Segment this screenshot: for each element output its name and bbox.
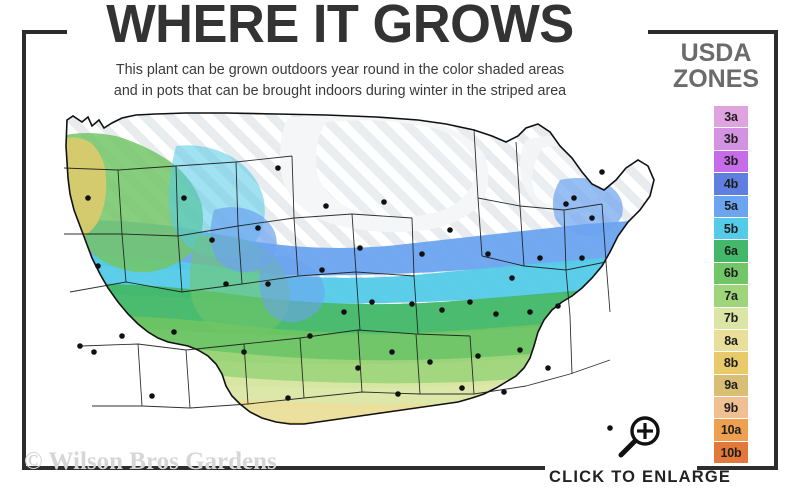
- us-outline: [65, 112, 655, 425]
- usda-zone-legend: 3a 3b 3b 4b 5a 5b 6a 6b 7a 7b 8a 8b 9a 9b 10a 10b: [714, 106, 748, 465]
- legend-swatch-4b-3: 4b: [714, 173, 748, 196]
- legend-swatch-5b-5: 5b: [714, 217, 748, 241]
- frame-border-bottom-left: [22, 466, 545, 470]
- legend-swatch-7b-9: 7b: [714, 307, 748, 330]
- frame-border-top-right: [648, 30, 778, 34]
- legend-swatch-9a-12: 9a: [714, 374, 748, 398]
- frame-border-bottom-right: [697, 466, 778, 470]
- subtitle-line-1: This plant can be grown outdoors year ro…: [115, 62, 565, 78]
- legend-swatch-9b-13: 9b: [714, 397, 748, 420]
- map-svg: [26, 106, 674, 458]
- legend-swatch-6a-6: 6a: [714, 240, 748, 263]
- legend-swatch-7a-8: 7a: [714, 285, 748, 308]
- legend-swatch-6b-7: 6b: [714, 262, 748, 286]
- magnifier-plus-icon[interactable]: [616, 414, 664, 460]
- magnifier-svg: [618, 416, 660, 458]
- city-dots: [77, 165, 613, 431]
- frame-border-right: [774, 30, 778, 470]
- click-to-enlarge-label[interactable]: CLICK TO ENLARGE: [549, 468, 732, 486]
- page-title: WHERE IT GROWS: [106, 0, 574, 54]
- usda-heading-line-2: ZONES: [672, 65, 760, 93]
- subtitle: This plant can be grown outdoors year ro…: [30, 60, 650, 101]
- legend-swatch-8a-10: 8a: [714, 329, 748, 353]
- legend-swatch-3b-1: 3b: [714, 128, 748, 151]
- legend-swatch-5a-4: 5a: [714, 195, 748, 218]
- usda-zones-heading: USDA ZONES: [660, 40, 772, 92]
- subtitle-line-2: and in pots that can be brought indoors …: [113, 82, 567, 99]
- frame-border-left: [22, 30, 26, 470]
- state-borders: [63, 129, 611, 409]
- legend-swatch-10a-14: 10a: [714, 419, 748, 442]
- watermark-wilson-bros-gardens: © Wilson Bros Gardens: [24, 448, 277, 475]
- legend-swatch-3b-2: 3b: [714, 150, 748, 174]
- legend-swatch-3a-0: 3a: [714, 106, 748, 129]
- legend-swatch-10b-15: 10b: [714, 441, 748, 465]
- frame-border-top-left: [22, 30, 67, 34]
- legend-swatch-8b-11: 8b: [714, 352, 748, 375]
- usda-hardiness-zone-map[interactable]: [26, 106, 674, 458]
- usda-heading-line-1: USDA: [680, 39, 752, 67]
